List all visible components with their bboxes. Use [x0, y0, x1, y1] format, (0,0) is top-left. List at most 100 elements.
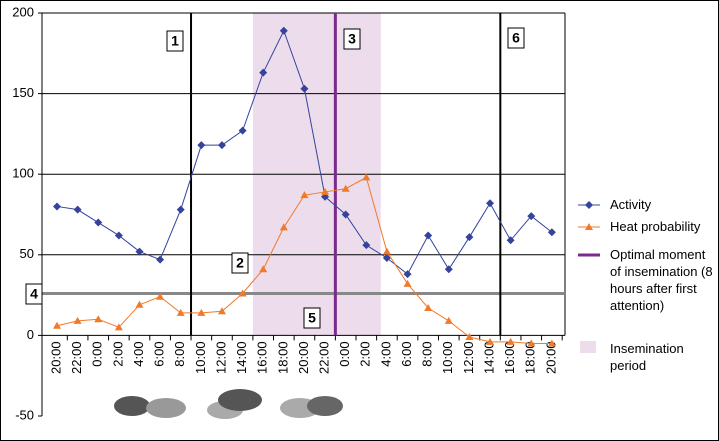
data-point	[444, 316, 453, 324]
data-point	[94, 218, 103, 227]
data-point	[424, 231, 433, 240]
legend-label: Optimal moment of insemination (8 hours …	[610, 247, 713, 313]
data-point	[156, 292, 165, 300]
x-tick-label: 10:00	[193, 341, 208, 374]
x-tick-label: 12:00	[213, 341, 228, 374]
data-point	[403, 279, 412, 287]
x-tick-label: 16:00	[255, 341, 270, 374]
y-tick-label: 50	[20, 246, 34, 261]
data-point	[382, 254, 391, 263]
legend-marker	[585, 201, 593, 209]
data-point	[114, 231, 123, 240]
x-tick-label: 4:00	[131, 341, 146, 366]
cows-illustration	[114, 389, 343, 419]
data-point	[403, 270, 412, 279]
data-point	[197, 308, 206, 316]
data-point	[300, 84, 309, 93]
data-point	[506, 337, 515, 345]
data-point	[238, 289, 247, 297]
data-point	[259, 68, 268, 77]
data-point	[73, 316, 82, 324]
data-point	[135, 247, 144, 256]
data-point	[135, 300, 144, 308]
x-tick-label: 6:00	[399, 341, 414, 366]
data-point	[176, 308, 185, 316]
x-tick-label: 12:00	[461, 341, 476, 374]
x-tick-label: 18:00	[523, 341, 538, 374]
x-tick-label: 0:00	[90, 341, 105, 366]
annotation-box	[343, 28, 361, 50]
data-point	[73, 205, 82, 214]
data-point	[259, 265, 268, 273]
y-tick-label: 200	[12, 4, 34, 19]
legend-label: Heat probability	[610, 219, 701, 234]
data-point	[444, 265, 453, 274]
y-tick-label: 150	[12, 85, 34, 100]
data-point	[506, 236, 515, 245]
data-point	[465, 333, 474, 341]
x-tick-label: 22:00	[316, 341, 331, 374]
data-point	[197, 141, 206, 150]
data-point	[321, 187, 330, 195]
data-point	[341, 210, 350, 219]
annotation-label: 1	[171, 33, 179, 49]
x-tick-label: 4:00	[378, 341, 393, 366]
y-tick-label: 100	[12, 166, 34, 181]
annotation-label: 6	[512, 30, 520, 46]
data-point	[279, 26, 288, 35]
data-point	[527, 339, 536, 347]
x-tick-label: 2:00	[358, 341, 373, 366]
annotation-label: 2	[236, 255, 244, 271]
data-point	[362, 241, 371, 250]
x-tick-label: 18:00	[275, 341, 290, 374]
annotation-label: 5	[308, 310, 316, 326]
x-tick-label: 8:00	[172, 341, 187, 366]
data-point	[176, 205, 185, 214]
data-point	[217, 141, 226, 150]
x-tick-label: 20:00	[48, 341, 63, 374]
data-point	[465, 233, 474, 242]
annotation-box	[231, 252, 249, 274]
data-point	[156, 255, 165, 264]
legend-marker	[585, 223, 593, 230]
data-point	[341, 184, 350, 192]
annotation-box	[166, 30, 184, 52]
annotation-box	[25, 283, 43, 305]
annotation-box	[303, 307, 321, 329]
legend-swatch	[580, 341, 596, 353]
data-point	[217, 307, 226, 315]
x-tick-label: 14:00	[481, 341, 496, 374]
y-tick-label: 0	[27, 327, 34, 342]
data-point	[238, 126, 247, 135]
x-tick-label: 20:00	[296, 341, 311, 374]
data-point	[547, 228, 556, 237]
x-tick-label: 22:00	[69, 341, 84, 374]
data-point	[114, 323, 123, 331]
x-tick-label: 0:00	[337, 341, 352, 366]
data-point	[486, 199, 495, 208]
data-point	[362, 173, 371, 181]
data-point	[382, 247, 391, 255]
legend-label: Insemination period	[610, 341, 684, 373]
data-point	[486, 337, 495, 345]
legend-label: Activity	[610, 197, 652, 212]
data-point	[424, 303, 433, 311]
data-point	[53, 202, 61, 211]
x-tick-label: 2:00	[110, 341, 125, 366]
data-point	[94, 315, 103, 323]
data-point	[300, 191, 309, 199]
x-tick-label: 20:00	[543, 341, 558, 374]
x-tick-label: 16:00	[502, 341, 517, 374]
data-point	[279, 223, 288, 231]
data-point	[53, 321, 61, 329]
annotation-label: 3	[348, 31, 356, 47]
annotation-label: 4	[30, 286, 38, 302]
x-tick-label: 6:00	[152, 341, 167, 366]
data-point	[527, 212, 536, 221]
x-tick-label: 8:00	[420, 341, 435, 366]
data-point	[547, 339, 556, 347]
x-tick-label: 10:00	[440, 341, 455, 374]
annotation-box	[507, 27, 525, 49]
